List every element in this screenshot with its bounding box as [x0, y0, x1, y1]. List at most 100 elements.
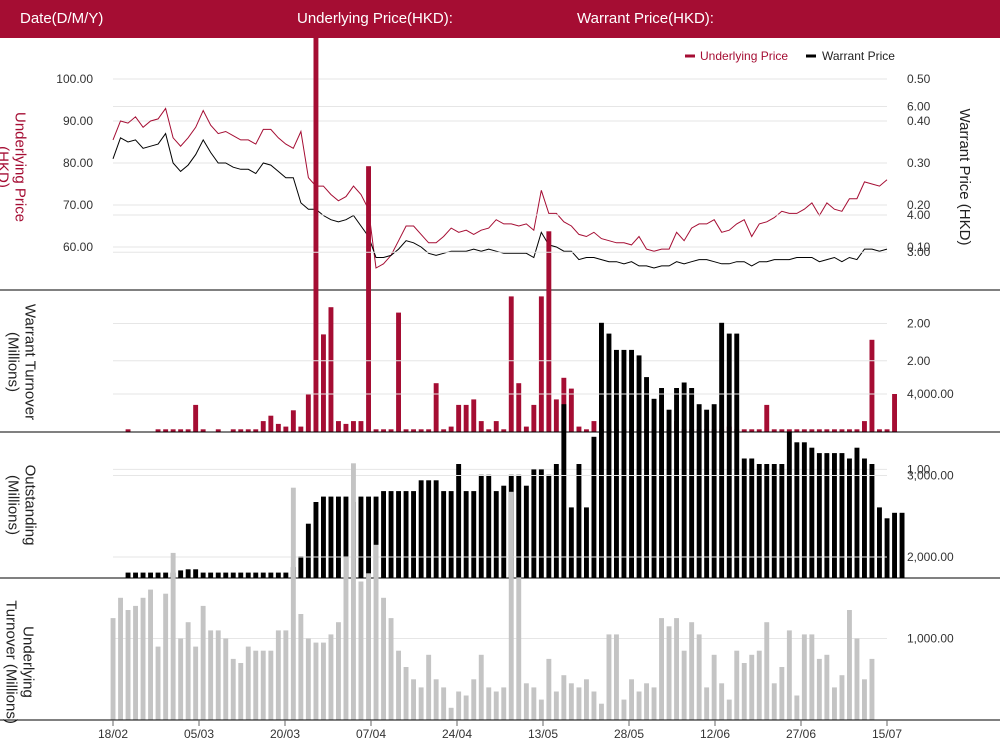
chart-area: 100.00 90.00 80.00 70.00 60.00 0.50 0.40 0.30 0.… [0, 38, 1000, 741]
outstanding-bar [764, 464, 770, 578]
underlying-turnover-bar [321, 642, 326, 720]
warrant-turnover-bar [215, 429, 221, 432]
underlying-turnover-bar [215, 630, 221, 721]
outstanding-bar [411, 491, 416, 578]
outstanding-bar [178, 570, 184, 578]
outstanding-bar [230, 572, 236, 578]
outstanding-bar [689, 388, 695, 578]
left-tick-label: 60.00 [63, 240, 93, 254]
warrant-turnover-bar [358, 421, 364, 432]
warrant-price-label: Warrant Price(HKD): [577, 10, 714, 27]
warrant-turnover-bar [486, 429, 492, 432]
outstanding-bar [140, 572, 146, 578]
outstanding-axis-title-line: (Millions) [5, 475, 22, 535]
warrant-turnover-bar [801, 429, 807, 432]
outstanding-bar [674, 388, 679, 578]
warrant-turnover-bar [553, 399, 559, 432]
outstanding-bar [704, 409, 710, 578]
outstanding-bar [396, 491, 401, 578]
underlying-turnover-bar [644, 683, 649, 720]
underlying-turnover-bar [869, 658, 875, 720]
outstanding-bar [305, 523, 311, 578]
underlying-turnover-bar [441, 687, 447, 720]
outstanding-bar [200, 572, 206, 578]
right-tick-label: 0.40 [907, 114, 931, 128]
x-tick-label: 07/04 [356, 727, 386, 741]
outstanding-bar [869, 464, 875, 578]
underlying-turnover-bar [621, 699, 627, 720]
underlying-price-axis-title-line: (HKD) [0, 146, 12, 188]
underlying-turnover-bar [561, 675, 567, 720]
warrant-turnover-bar [290, 410, 296, 432]
outstanding-bar [471, 491, 477, 578]
underlying-turnover-bar [674, 618, 679, 720]
underlying-turnover-bar [298, 614, 304, 720]
underlying-turnover-bar [756, 650, 762, 720]
outstanding-bar [381, 491, 386, 578]
warrant-turnover-bar [433, 383, 439, 432]
underlying-turnover-bar [568, 683, 574, 720]
warrant-turnover-bar [366, 166, 371, 432]
left-tick-label: 70.00 [63, 198, 93, 212]
outstanding-bar [523, 485, 529, 578]
underlying-turnover-bar [629, 679, 634, 721]
underlying-turnover-bar [501, 687, 507, 720]
underlying-turnover-tick-label: 1,000.00 [907, 632, 954, 646]
x-tick-label: 05/03 [184, 727, 214, 741]
outstanding-bar [193, 569, 199, 578]
underlying-turnover-bar [749, 654, 755, 720]
warrant-turnover-bar [877, 429, 882, 432]
warrant-turnover-bar [463, 404, 469, 432]
underlying-turnover-bar [336, 622, 341, 720]
warrant-turnover-bar [478, 421, 484, 432]
underlying-turnover-bar [726, 699, 732, 720]
underlying-turnover-bar [576, 687, 582, 720]
outstanding-bar [786, 431, 792, 578]
outstanding-bar [238, 572, 244, 578]
underlying-turnover-bar [125, 610, 131, 720]
underlying-turnover-bar [741, 663, 747, 721]
outstanding-bar [651, 398, 657, 578]
warrant-turnover-bar [471, 399, 477, 432]
underlying-turnover-bar [538, 699, 544, 720]
x-tick-label: 13/05 [528, 727, 558, 741]
outstanding-bar [749, 458, 755, 578]
outstanding-bar [493, 491, 499, 578]
underlying-price-line [112, 107, 888, 269]
x-tick-label: 28/05 [614, 727, 644, 741]
outstanding-bar [298, 556, 304, 578]
underlying-turnover-bar [373, 544, 379, 720]
warrant-price-axis-title-line: Warrant Price (HKD) [956, 109, 973, 246]
underlying-turnover-bar [599, 703, 604, 720]
outstanding-bar [223, 572, 229, 578]
underlying-turnover-bar [343, 557, 349, 720]
outstanding-bar [403, 491, 409, 578]
outstanding-bar [441, 491, 447, 578]
outstanding-bar [313, 502, 319, 578]
warrant-turnover-bar [343, 423, 349, 432]
underlying-turnover-bar [283, 630, 289, 721]
outstanding-bar [779, 464, 785, 578]
warrant-turnover-bar [381, 429, 386, 432]
warrant-turnover-bar [268, 415, 274, 432]
underlying-turnover-bar [140, 597, 146, 721]
outstanding-bar [275, 572, 281, 578]
outstanding-bar [629, 349, 634, 578]
warrant-turnover-bar [260, 421, 266, 432]
underlying-turnover-bar [636, 691, 642, 720]
warrant-turnover-bar [230, 429, 236, 432]
warrant-turnover-bar [824, 429, 830, 432]
underlying-turnover-bar [681, 650, 687, 720]
warrant-turnover-bar [321, 334, 326, 433]
underlying-turnover-bar [486, 687, 492, 720]
outstanding-bar [538, 469, 544, 578]
underlying-turnover-bar [771, 683, 777, 720]
underlying-turnover-bar [456, 691, 462, 720]
underlying-turnover-bar [358, 581, 364, 721]
x-tick-label: 15/07 [872, 727, 902, 741]
underlying-turnover-bar [816, 658, 822, 720]
outstanding-bar [832, 453, 837, 578]
outstanding-bar [260, 572, 266, 578]
warrant-turnover-axis-title: Warrant Turnover(Millions) [5, 304, 39, 420]
outstanding-bar [328, 496, 334, 578]
